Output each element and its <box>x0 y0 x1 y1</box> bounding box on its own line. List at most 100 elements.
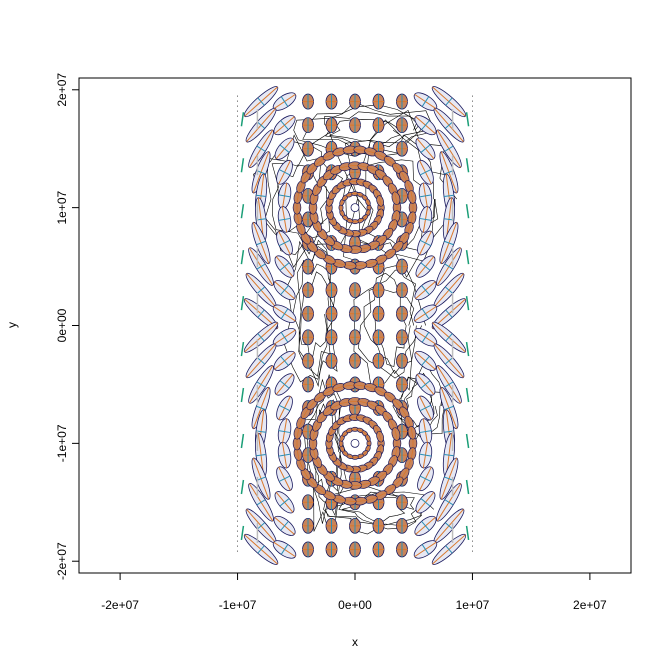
indicatrix <box>349 541 361 558</box>
indicatrix-minor-axis <box>444 121 454 129</box>
pole-center <box>350 438 360 448</box>
indicatrix <box>372 352 385 369</box>
x-tick-label: 2e+07 <box>573 598 607 612</box>
indicatrix <box>251 386 271 430</box>
indicatrix <box>372 305 385 322</box>
indicatrix <box>415 491 436 514</box>
indicatrix-minor-axis <box>279 380 290 389</box>
indicatrix <box>418 182 433 210</box>
indicatrix-minor-axis <box>421 120 430 131</box>
indicatrix <box>276 395 293 421</box>
pole-indicatrix <box>306 398 318 411</box>
pole-indicatrix <box>353 261 368 270</box>
coastline-path <box>341 497 406 522</box>
pole-major-axis <box>366 198 370 206</box>
coastline-path <box>298 271 332 366</box>
indicatrix-minor-axis <box>256 263 266 270</box>
edge-tick <box>240 112 245 127</box>
indicatrix-minor-axis <box>421 332 430 343</box>
indicatrix-minor-axis <box>278 239 291 247</box>
indicatrix-minor-axis <box>419 404 432 412</box>
y-tick-label: 0e+00 <box>55 308 69 342</box>
indicatrix-minor-axis <box>256 357 266 365</box>
indicatrix <box>272 540 297 559</box>
indicatrix <box>418 441 433 469</box>
indicatrix <box>396 541 408 558</box>
indicatrix <box>372 93 385 110</box>
indicatrix-minor-axis <box>280 332 289 343</box>
indicatrix-minor-axis <box>257 333 265 342</box>
indicatrix-minor-axis <box>256 381 266 388</box>
indicatrix-minor-axis <box>444 145 454 152</box>
indicatrix <box>417 230 434 256</box>
indicatrix <box>431 86 467 118</box>
indicatrix <box>273 350 296 371</box>
edge-tick <box>240 525 245 541</box>
indicatrix-minor-axis <box>445 309 453 318</box>
indicatrix <box>325 329 338 346</box>
indicatrix-minor-axis <box>421 285 430 296</box>
pole-indicatrix <box>293 190 303 204</box>
indicatrix-minor-axis <box>278 453 291 457</box>
indicatrix-minor-axis <box>421 96 430 107</box>
indicatrix <box>277 206 292 233</box>
pole-indicatrix <box>314 248 327 260</box>
pole-major-axis <box>366 434 370 442</box>
indicatrix-minor-axis <box>445 545 453 554</box>
indicatrix <box>274 373 295 396</box>
indicatrix-minor-axis <box>444 357 454 365</box>
indicatrix <box>302 376 314 393</box>
indicatrix-minor-axis <box>257 309 265 318</box>
indicatrix-minor-axis <box>419 239 432 247</box>
indicatrix <box>277 441 292 469</box>
indicatrix <box>325 541 338 558</box>
indicatrix <box>431 321 467 353</box>
y-tick-label: 1e+07 <box>55 190 69 224</box>
indicatrix <box>417 466 434 492</box>
indicatrix <box>413 92 438 111</box>
indicatrix <box>302 494 314 511</box>
indicatrix <box>248 247 274 286</box>
indicatrix-minor-axis <box>256 286 266 294</box>
indicatrix-minor-axis <box>280 308 289 319</box>
indicatrix-minor-axis <box>280 544 289 555</box>
indicatrix <box>349 282 361 299</box>
indicatrix <box>349 517 361 534</box>
indicatrix-minor-axis <box>419 194 432 198</box>
indicatrix <box>436 483 462 522</box>
pole-major-axis <box>410 426 414 440</box>
edge-tick <box>240 296 245 311</box>
indicatrix <box>243 533 279 565</box>
x-tick-label: 0e+00 <box>338 598 372 612</box>
indicatrix <box>302 517 314 534</box>
y-axis-label: y <box>5 322 19 328</box>
indicatrix <box>372 329 385 346</box>
pole-major-axis <box>410 190 414 204</box>
indicatrix <box>276 466 293 492</box>
indicatrix <box>245 107 277 143</box>
indicatrix <box>302 140 314 157</box>
edge-tick <box>240 250 245 265</box>
indicatrix-minor-axis <box>419 169 432 176</box>
indicatrix <box>272 304 297 323</box>
pole-indicatrix <box>376 430 384 443</box>
indicatrix <box>274 137 295 160</box>
pole-major-axis <box>378 431 382 443</box>
indicatrix <box>439 151 459 194</box>
indicatrix-minor-axis <box>443 454 454 457</box>
indicatrix-minor-axis <box>444 286 454 294</box>
indicatrix <box>439 457 459 500</box>
indicatrix <box>276 159 293 185</box>
pole-center <box>350 203 360 213</box>
indicatrix <box>272 328 297 347</box>
pole-indicatrix <box>300 467 311 481</box>
indicatrix-minor-axis <box>444 263 454 270</box>
indicatrix <box>414 280 437 301</box>
indicatrix <box>415 255 436 278</box>
indicatrix <box>276 230 293 256</box>
indicatrix <box>302 93 314 110</box>
indicatrix-minor-axis <box>279 498 290 507</box>
indicatrix <box>431 533 467 565</box>
indicatrix-minor-axis <box>280 355 289 366</box>
edge-tick <box>240 341 245 357</box>
